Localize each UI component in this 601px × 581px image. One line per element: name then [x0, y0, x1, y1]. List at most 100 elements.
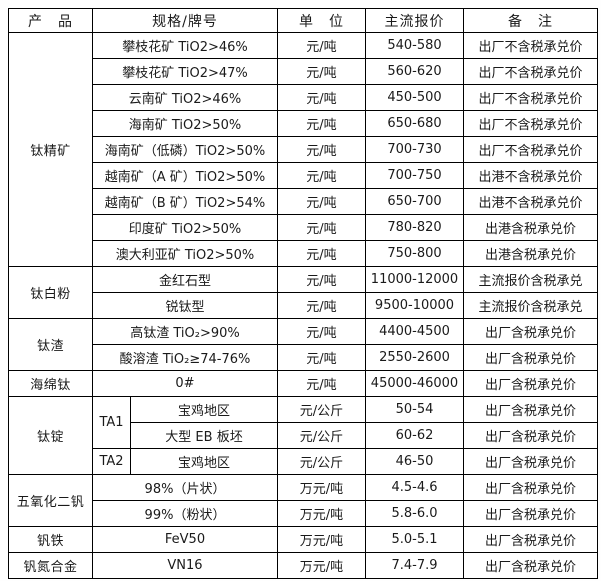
- unit-cell: 元/吨: [277, 370, 366, 397]
- spec-cell: 越南矿（B 矿）TiO2>54%: [92, 188, 278, 215]
- price-cell: 9500-10000: [365, 292, 464, 319]
- table-row: 澳大利亚矿 TiO2>50% 元/吨 750-800 出港含税承兑价: [9, 240, 598, 267]
- price-cell: 650-680: [365, 110, 464, 137]
- table-row: 钒铁 FeV50 万元/吨 5.0-5.1 出厂含税承兑价: [8, 526, 598, 553]
- price-cell: 46-50: [365, 448, 464, 475]
- table-row: 海南矿（低磷）TiO2>50% 元/吨 700-730 出厂不含税承兑价: [9, 136, 598, 163]
- note-cell: 出厂含税承兑价: [463, 318, 598, 345]
- table-row: 海南矿 TiO2>50% 元/吨 650-680 出厂不含税承兑价: [9, 110, 598, 137]
- spec-cell: 锐钛型: [92, 292, 278, 319]
- price-table-body: 钛精矿 攀枝花矿 TiO2>46% 元/吨 540-580 出厂不含税承兑价 攀枝花矿 T…: [8, 32, 598, 579]
- spec-cell: 金红石型: [92, 266, 278, 293]
- note-cell: 出厂含税承兑价: [463, 526, 598, 553]
- product-cell: 钒氮合金: [8, 552, 93, 579]
- price-cell: 700-730: [365, 136, 464, 163]
- unit-cell: 元/吨: [277, 214, 366, 241]
- note-cell: 出港不含税承兑价: [463, 188, 598, 215]
- table-row: 越南矿（A 矿）TiO2>50% 元/吨 700-750 出港不含税承兑价: [9, 162, 598, 189]
- unit-cell: 万元/吨: [277, 552, 366, 579]
- note-cell: 出厂不含税承兑价: [463, 58, 598, 85]
- note-cell: 主流报价含税承兑: [463, 292, 598, 319]
- unit-cell: 元/吨: [277, 344, 366, 371]
- price-cell: 11000-12000: [365, 266, 464, 293]
- product-cell: 钛白粉: [8, 266, 93, 319]
- unit-cell: 元/吨: [277, 318, 366, 345]
- header-price: 主流报价: [365, 8, 464, 33]
- note-cell: 出厂含税承兑价: [463, 396, 598, 423]
- price-cell: 60-62: [365, 422, 464, 449]
- unit-cell: 万元/吨: [277, 500, 366, 527]
- price-cell: 650-700: [365, 188, 464, 215]
- table-row: 越南矿（B 矿）TiO2>54% 元/吨 650-700 出港不含税承兑价: [9, 188, 598, 215]
- table-row: 海绵钛 0# 元/吨 45000-46000 出厂含税承兑价: [8, 370, 598, 397]
- table-row: 酸溶渣 TiO₂≥74-76% 元/吨 2550-2600 出厂含税承兑价: [9, 344, 598, 371]
- spec-cell: 大型 EB 板坯: [130, 422, 278, 449]
- spec-cell: 印度矿 TiO2>50%: [92, 214, 278, 241]
- price-cell: 780-820: [365, 214, 464, 241]
- table-row: 钛白粉 金红石型 元/吨 11000-12000 主流报价含税承兑: [8, 266, 598, 319]
- price-cell: 50-54: [365, 396, 464, 423]
- table-row: 钒氮合金 VN16 万元/吨 7.4-7.9 出厂含税承兑价: [8, 552, 598, 579]
- unit-cell: 元/公斤: [277, 396, 366, 423]
- spec-cell: 99%（粉状）: [92, 500, 278, 527]
- unit-cell: 元/吨: [277, 162, 366, 189]
- unit-cell: 元/吨: [277, 110, 366, 137]
- price-table: 产 品 规格/牌号 单 位 主流报价 备 注 钛精矿 攀枝花矿 TiO2>46% 元…: [8, 8, 598, 579]
- product-cell: 钒铁: [8, 526, 93, 553]
- table-row: 印度矿 TiO2>50% 元/吨 780-820 出港含税承兑价: [9, 214, 598, 241]
- product-cell: 海绵钛: [8, 370, 93, 397]
- ta-grade-cell: TA2: [92, 448, 131, 475]
- table-row: 钛精矿 攀枝花矿 TiO2>46% 元/吨 540-580 出厂不含税承兑价: [8, 32, 598, 267]
- note-cell: 出厂不含税承兑价: [463, 110, 598, 137]
- note-cell: 出厂含税承兑价: [463, 344, 598, 371]
- spec-cell: 攀枝花矿 TiO2>46%: [92, 32, 278, 59]
- product-cell: 钛精矿: [8, 32, 93, 267]
- unit-cell: 元/公斤: [277, 448, 366, 475]
- table-row: 钛渣 高钛渣 TiO₂>90% 元/吨 4400-4500 出厂含税承兑价: [8, 318, 598, 371]
- note-cell: 出港含税承兑价: [463, 214, 598, 241]
- note-cell: 出厂含税承兑价: [463, 422, 598, 449]
- spec-cell: 海南矿（低磷）TiO2>50%: [92, 136, 278, 163]
- note-cell: 出厂含税承兑价: [463, 448, 598, 475]
- spec-cell: 攀枝花矿 TiO2>47%: [92, 58, 278, 85]
- spec-cell: 宝鸡地区: [130, 448, 278, 475]
- price-cell: 750-800: [365, 240, 464, 267]
- header-note: 备 注: [463, 8, 598, 33]
- unit-cell: 元/吨: [277, 58, 366, 85]
- product-cell: 钛渣: [8, 318, 93, 371]
- spec-cell: 酸溶渣 TiO₂≥74-76%: [92, 344, 278, 371]
- spec-cell: 越南矿（A 矿）TiO2>50%: [92, 162, 278, 189]
- header-product: 产 品: [8, 8, 93, 33]
- price-cell: 5.8-6.0: [365, 500, 464, 527]
- table-row: 攀枝花矿 TiO2>47% 元/吨 560-620 出厂不含税承兑价: [9, 58, 598, 85]
- spec-cell: 宝鸡地区: [130, 396, 278, 423]
- price-cell: 540-580: [365, 32, 464, 59]
- unit-cell: 元/吨: [277, 84, 366, 111]
- spec-cell: 98%（片状）: [92, 474, 278, 501]
- table-row: 99%（粉状） 万元/吨 5.8-6.0 出厂含税承兑价: [9, 500, 598, 527]
- spec-cell: 高钛渣 TiO₂>90%: [92, 318, 278, 345]
- unit-cell: 元/吨: [277, 188, 366, 215]
- price-cell: 560-620: [365, 58, 464, 85]
- unit-cell: 万元/吨: [277, 474, 366, 501]
- price-cell: 450-500: [365, 84, 464, 111]
- price-cell: 4400-4500: [365, 318, 464, 345]
- unit-cell: 元/吨: [277, 136, 366, 163]
- note-cell: 出厂不含税承兑价: [463, 32, 598, 59]
- price-table-header: 产 品 规格/牌号 单 位 主流报价 备 注: [8, 8, 598, 33]
- note-cell: 出厂不含税承兑价: [463, 136, 598, 163]
- price-cell: 7.4-7.9: [365, 552, 464, 579]
- product-cell: 钛锭: [8, 396, 93, 475]
- unit-cell: 元/吨: [277, 32, 366, 59]
- note-cell: 出厂含税承兑价: [463, 474, 598, 501]
- table-row: 五氧化二钒 98%（片状） 万元/吨 4.5-4.6 出厂含税承兑价: [8, 474, 598, 527]
- unit-cell: 元/公斤: [277, 422, 366, 449]
- header-row: 产 品 规格/牌号 单 位 主流报价 备 注: [8, 8, 598, 33]
- unit-cell: 万元/吨: [277, 526, 366, 553]
- note-cell: 出港不含税承兑价: [463, 162, 598, 189]
- spec-cell: 0#: [92, 370, 278, 397]
- note-cell: 出厂含税承兑价: [463, 370, 598, 397]
- unit-cell: 元/吨: [277, 266, 366, 293]
- spec-cell: 澳大利亚矿 TiO2>50%: [92, 240, 278, 267]
- table-row: 锐钛型 元/吨 9500-10000 主流报价含税承兑: [9, 292, 598, 319]
